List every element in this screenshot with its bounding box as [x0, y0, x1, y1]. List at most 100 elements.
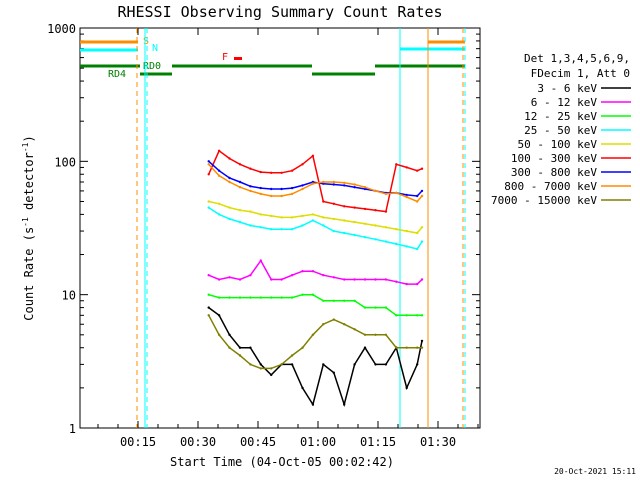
data-point — [311, 180, 315, 184]
y-tick-label: 10 — [62, 289, 76, 303]
data-point — [405, 314, 408, 317]
y-axis: 1 10 100 1000 — [47, 22, 480, 436]
data-point — [353, 186, 356, 189]
x-tick-label: 00:30 — [180, 435, 216, 449]
annotation-rd4: RD4 — [108, 69, 126, 80]
data-point — [405, 195, 408, 199]
data-point — [343, 219, 346, 222]
data-point — [416, 200, 419, 203]
data-point — [270, 373, 273, 377]
series-line — [208, 206, 423, 250]
data-point — [322, 200, 325, 203]
series-line — [208, 163, 423, 203]
data-point — [374, 278, 377, 281]
data-point — [343, 323, 346, 326]
data-point — [249, 167, 252, 170]
data-point — [322, 182, 325, 185]
data-point — [395, 242, 398, 246]
series-line — [208, 200, 423, 234]
data-point — [228, 176, 231, 180]
data-point — [311, 154, 315, 157]
data-point — [420, 226, 424, 229]
data-point — [322, 224, 325, 227]
data-point — [270, 296, 273, 299]
data-point — [301, 293, 304, 296]
data-point — [259, 213, 262, 216]
data-point — [311, 182, 315, 185]
x-tick-label: 01:30 — [420, 435, 456, 449]
data-point — [416, 314, 419, 317]
data-point — [420, 189, 424, 193]
data-point — [405, 229, 408, 233]
data-point — [353, 206, 356, 209]
data-point — [416, 346, 419, 349]
data-point — [363, 186, 367, 189]
y-tick-label: 100 — [54, 155, 76, 169]
data-point — [332, 229, 335, 233]
data-point — [270, 278, 273, 281]
data-point — [311, 270, 315, 273]
data-point — [416, 169, 419, 172]
data-point — [416, 363, 419, 366]
data-point — [280, 278, 283, 281]
data-point — [207, 163, 210, 166]
legend-label: 12 - 25 keV — [524, 110, 597, 123]
data-point — [238, 209, 242, 212]
data-point — [416, 282, 419, 286]
data-point — [238, 354, 242, 357]
data-point — [280, 194, 283, 198]
data-point — [207, 160, 210, 163]
data-point — [363, 207, 367, 211]
data-point — [420, 240, 424, 243]
data-point — [395, 228, 398, 231]
data-point — [363, 187, 367, 191]
data-point — [363, 346, 367, 349]
data-point — [311, 403, 315, 406]
data-point — [405, 245, 408, 248]
data-point — [228, 206, 231, 209]
data-point — [228, 333, 231, 336]
data-point — [280, 171, 283, 174]
data-point — [384, 278, 388, 281]
data-point — [217, 213, 221, 216]
data-point — [363, 278, 367, 281]
data-point — [405, 282, 408, 286]
data-point — [322, 323, 325, 326]
data-point — [280, 187, 283, 191]
annotation-f: F — [222, 52, 228, 63]
data-point — [332, 276, 335, 279]
data-point — [280, 363, 283, 366]
data-point — [332, 371, 335, 374]
data-point — [384, 210, 388, 213]
data-point — [217, 278, 221, 281]
legend-label: 25 - 50 keV — [524, 124, 597, 137]
data-point — [280, 216, 283, 219]
data-point — [405, 193, 408, 197]
data-point — [217, 296, 221, 299]
legend-label: 100 - 300 keV — [511, 152, 597, 165]
data-point — [395, 280, 398, 283]
annotation-n: N — [152, 43, 158, 54]
data-point — [374, 224, 377, 227]
data-point — [420, 346, 424, 349]
legend-header-2: FDecim 1, Att 0 — [531, 67, 630, 80]
data-point — [301, 214, 304, 218]
series-line — [208, 306, 423, 408]
data-point — [374, 333, 377, 336]
data-point — [217, 174, 221, 177]
data-point — [343, 299, 346, 302]
data-point — [207, 306, 210, 309]
data-point — [207, 293, 210, 296]
data-point — [416, 247, 419, 251]
data-point — [353, 220, 356, 224]
data-point — [270, 194, 273, 198]
data-point — [290, 216, 294, 219]
legend-label: 800 - 7000 keV — [504, 180, 597, 193]
data-point — [343, 181, 346, 184]
data-point — [395, 163, 398, 166]
data-point — [259, 226, 262, 229]
y-tick-label: 1000 — [47, 22, 76, 36]
x-tick-label: 00:45 — [240, 435, 276, 449]
